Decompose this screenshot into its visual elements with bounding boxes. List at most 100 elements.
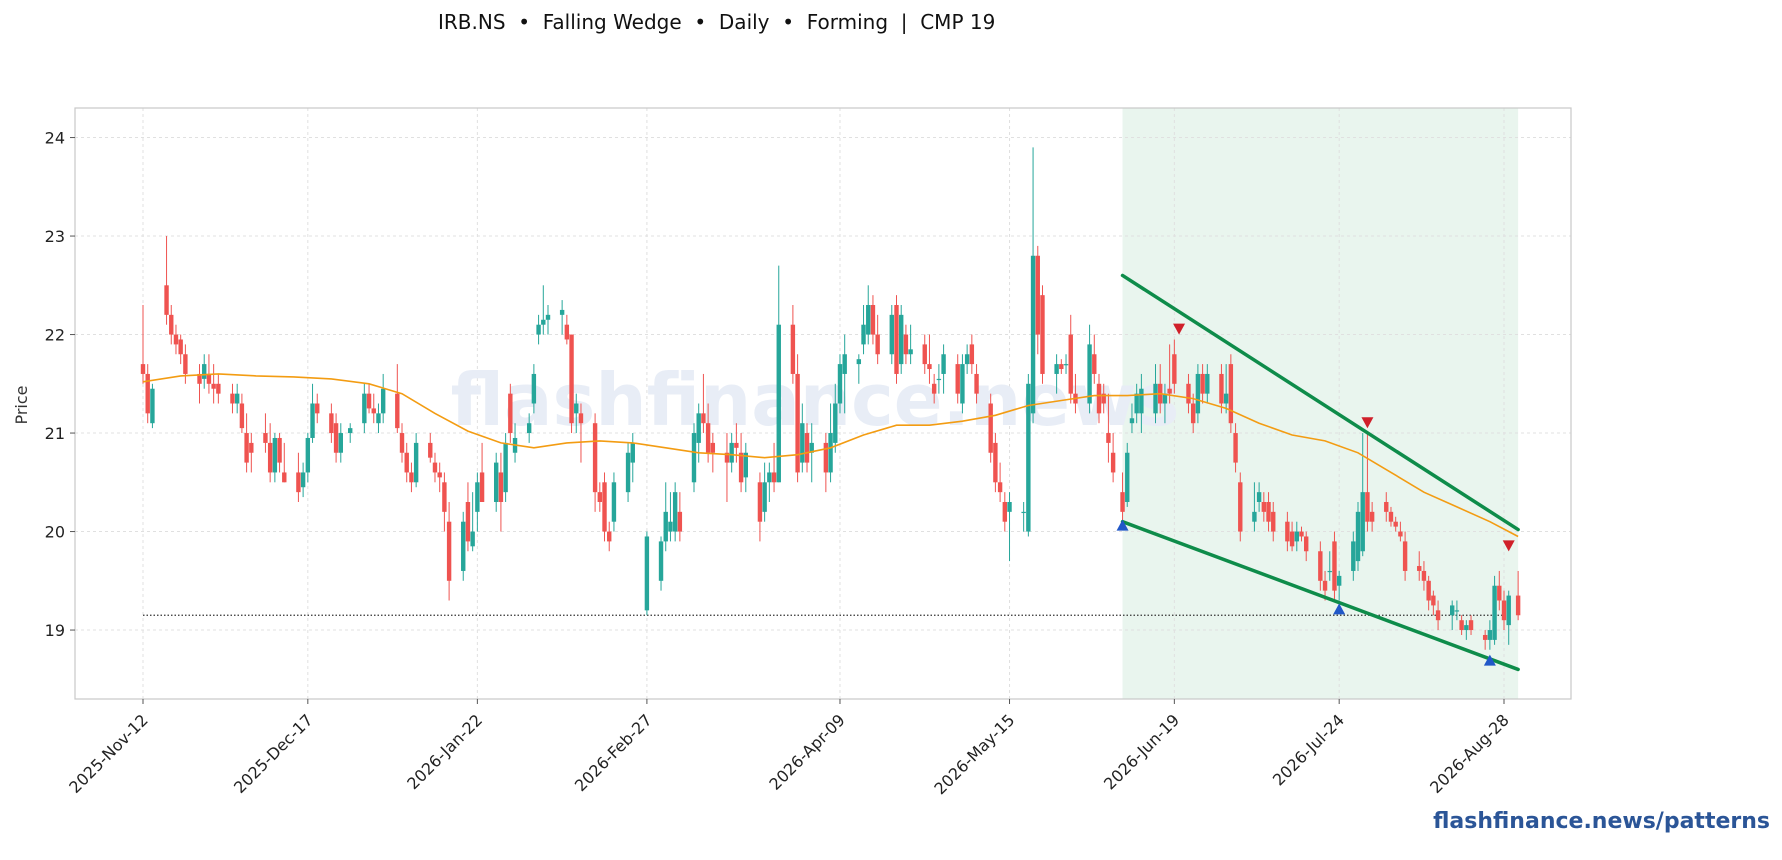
candle bbox=[607, 521, 612, 552]
candle-body bbox=[1327, 570, 1332, 573]
candle bbox=[1256, 482, 1262, 512]
candle bbox=[1021, 502, 1026, 532]
candle-body bbox=[1021, 511, 1026, 514]
candle-body bbox=[969, 344, 975, 365]
candle bbox=[875, 314, 880, 365]
candle bbox=[1402, 531, 1408, 581]
candle bbox=[479, 442, 485, 502]
candle bbox=[470, 492, 475, 552]
candle-body bbox=[729, 442, 734, 463]
candle-body bbox=[993, 442, 998, 483]
candle bbox=[1096, 373, 1102, 424]
y-tick-label: 19 bbox=[45, 621, 65, 640]
candle-body bbox=[931, 383, 937, 394]
candle-body bbox=[1256, 492, 1262, 502]
candle-body bbox=[1190, 403, 1196, 424]
candle-body bbox=[465, 502, 471, 542]
candle-body bbox=[936, 378, 942, 381]
candle-body bbox=[960, 364, 965, 404]
candle bbox=[1120, 472, 1125, 522]
candle-body bbox=[1351, 541, 1356, 571]
candle bbox=[1186, 373, 1191, 414]
candle-body bbox=[1384, 502, 1389, 512]
candle bbox=[823, 433, 829, 493]
candle bbox=[1355, 502, 1361, 571]
candle bbox=[1059, 359, 1064, 374]
candle bbox=[244, 413, 249, 473]
candle bbox=[494, 452, 499, 512]
candle-body bbox=[1501, 600, 1507, 621]
candle bbox=[771, 442, 777, 493]
candle-body bbox=[310, 403, 315, 438]
candle-body bbox=[1360, 492, 1365, 552]
candle-body bbox=[823, 442, 829, 473]
candle bbox=[1417, 551, 1422, 581]
candle bbox=[395, 364, 400, 434]
footer-link[interactable]: flashfinance.news/patterns bbox=[1433, 809, 1770, 834]
candle bbox=[1195, 364, 1201, 424]
candle bbox=[380, 373, 386, 424]
candle-body bbox=[1431, 595, 1436, 606]
candle-body bbox=[828, 433, 833, 473]
candle bbox=[1252, 482, 1257, 532]
candle bbox=[569, 334, 574, 434]
trendlines bbox=[1120, 273, 1520, 672]
candle-body bbox=[743, 452, 748, 478]
candle-body bbox=[239, 403, 245, 429]
candle-body bbox=[380, 388, 386, 414]
candle bbox=[630, 433, 635, 483]
candle bbox=[1261, 492, 1267, 522]
candle-body bbox=[202, 364, 207, 379]
candle-body bbox=[395, 393, 400, 429]
candle bbox=[1228, 354, 1234, 434]
candle-body bbox=[1449, 605, 1455, 616]
pivot-markers bbox=[1116, 323, 1515, 666]
candle-body bbox=[875, 334, 880, 355]
candle bbox=[404, 442, 409, 483]
candle bbox=[795, 354, 800, 483]
candle-body bbox=[432, 462, 438, 473]
candle-body bbox=[804, 433, 810, 463]
candle bbox=[1318, 541, 1323, 591]
candle bbox=[800, 403, 805, 473]
candle bbox=[1515, 570, 1521, 621]
candle bbox=[1304, 531, 1309, 562]
candle bbox=[668, 492, 673, 542]
candle-body bbox=[211, 383, 216, 389]
candle-body bbox=[1172, 354, 1177, 384]
candle-body bbox=[267, 442, 273, 473]
candle-body bbox=[1120, 492, 1125, 512]
candle-body bbox=[277, 437, 282, 463]
candle-body bbox=[1506, 595, 1511, 626]
candle bbox=[329, 403, 334, 443]
candle-body bbox=[1219, 373, 1224, 404]
candle bbox=[866, 285, 871, 345]
candle-body bbox=[366, 393, 372, 409]
candle bbox=[1162, 383, 1168, 424]
candle bbox=[1393, 516, 1398, 532]
candle-body bbox=[663, 511, 668, 542]
x-tick-label: 2026-Feb-27 bbox=[571, 710, 656, 795]
candle-body bbox=[611, 482, 617, 522]
candle bbox=[1007, 492, 1012, 562]
candle-body bbox=[607, 531, 612, 542]
candle bbox=[677, 492, 683, 542]
candle-body bbox=[1030, 255, 1036, 414]
candle-body bbox=[338, 433, 343, 453]
candle-body bbox=[371, 408, 376, 414]
candle-body bbox=[348, 428, 353, 434]
candle-body bbox=[1134, 393, 1139, 414]
candle bbox=[541, 285, 546, 335]
candle bbox=[1332, 531, 1337, 601]
candle bbox=[1139, 373, 1144, 434]
candle-body bbox=[145, 373, 150, 414]
candle bbox=[1087, 324, 1092, 414]
candle-body bbox=[776, 324, 781, 483]
candle-body bbox=[305, 437, 311, 473]
x-tick-label: 2025-Nov-12 bbox=[65, 710, 152, 797]
candle bbox=[922, 334, 927, 374]
candle bbox=[1398, 521, 1403, 542]
candle-body bbox=[903, 334, 909, 355]
candle bbox=[602, 472, 607, 542]
peak-marker bbox=[1502, 540, 1515, 552]
